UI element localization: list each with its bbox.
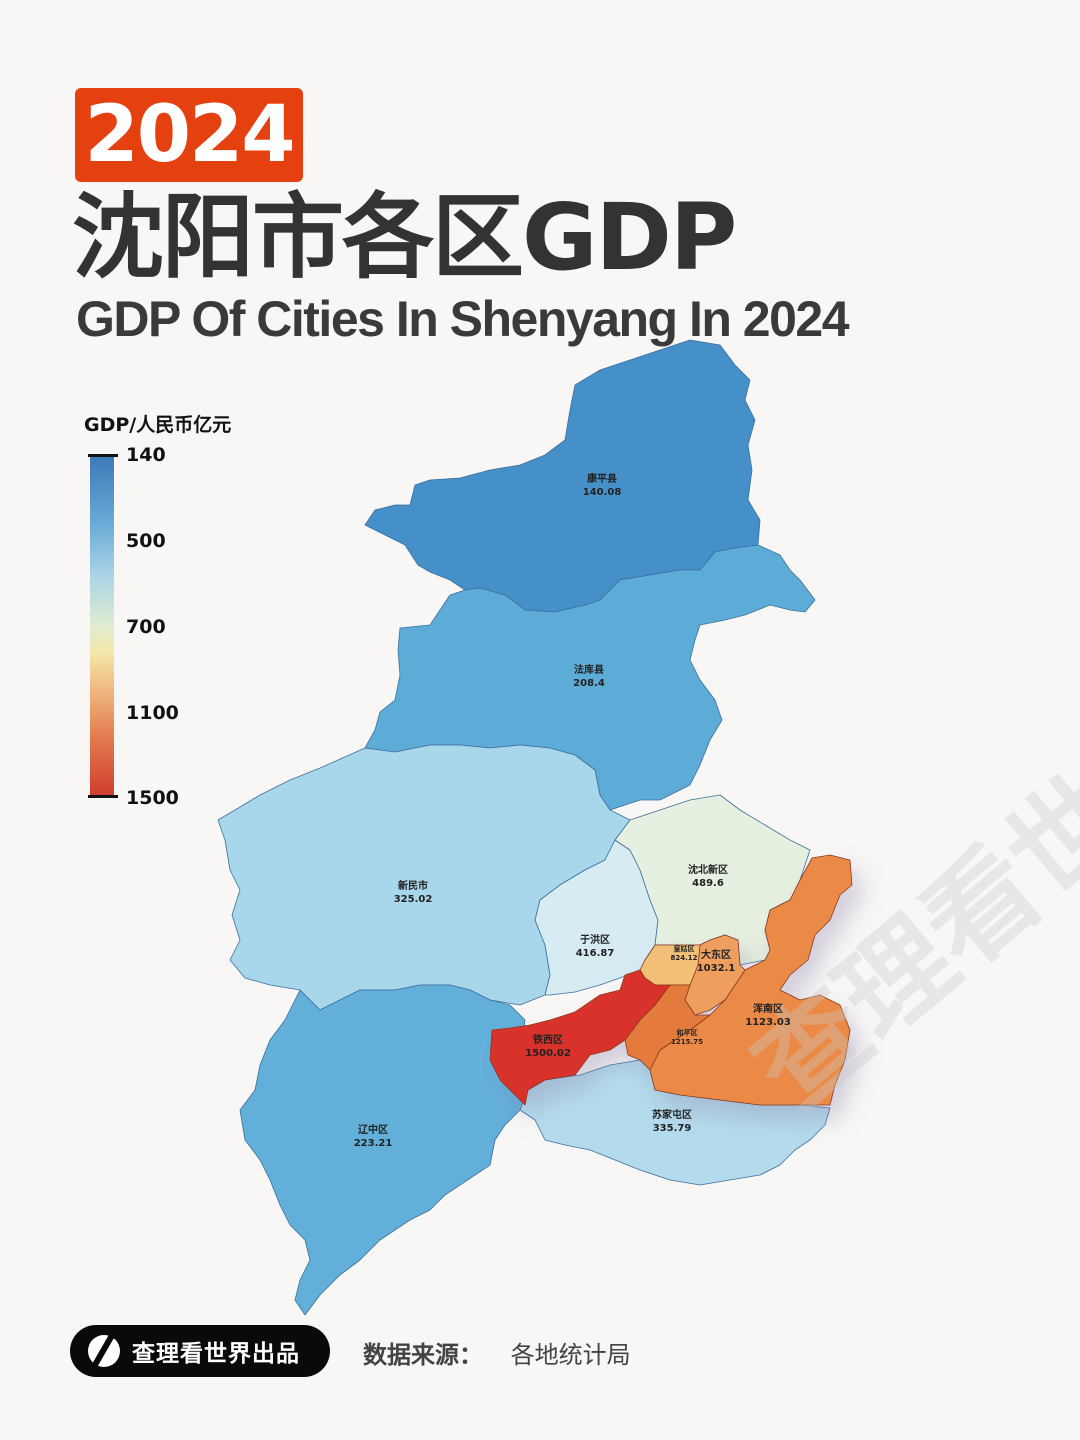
region-value: 416.87 [575, 948, 615, 959]
region-name: 铁西区 [532, 1035, 563, 1046]
region-name: 和平区 [676, 1029, 698, 1037]
region-value: 1032.1 [696, 963, 736, 974]
legend-color-bar [90, 455, 114, 797]
legend-label-1500: 1500 [126, 787, 179, 809]
region-value: 140.08 [582, 487, 622, 498]
year-badge: 2024 [75, 88, 303, 182]
region-liaozhong[interactable] [239, 984, 529, 1316]
legend-tick-bottom [88, 795, 118, 798]
region-name: 沈北新区 [688, 865, 728, 876]
region-name: 浑南区 [752, 1004, 783, 1015]
legend-title: GDP/人民币亿元 [84, 414, 232, 436]
region-value: 208.4 [573, 678, 605, 689]
brand-logo-icon [88, 1335, 120, 1367]
legend-tick-top [88, 454, 118, 457]
legend-label-500: 500 [126, 530, 166, 552]
region-value: 335.79 [652, 1123, 692, 1134]
label-tiexi: 铁西区 1500.02 [525, 1034, 571, 1060]
label-hunnan: 浑南区 1123.03 [745, 1003, 791, 1029]
label-shenbei: 沈北新区 489.6 [688, 864, 728, 890]
region-name: 大东区 [701, 950, 731, 961]
label-huanggu: 皇姑区 824.12 [670, 945, 697, 963]
source-value: 各地统计局 [510, 1341, 631, 1369]
region-name: 皇姑区 [673, 945, 695, 953]
region-name: 于洪区 [580, 935, 610, 946]
region-value: 1500.02 [525, 1048, 571, 1059]
legend-label-1100: 1100 [126, 702, 179, 724]
label-sujiatun: 苏家屯区 335.79 [652, 1109, 692, 1135]
label-yuhong: 于洪区 416.87 [576, 934, 615, 960]
region-value: 489.6 [692, 878, 724, 889]
region-hunnan[interactable] [649, 854, 853, 1106]
region-name: 康平县 [587, 474, 617, 485]
page-subtitle: GDP Of Cities In Shenyang In 2024 [76, 291, 850, 347]
label-dadong: 大东区 1032.1 [697, 949, 736, 975]
source-label: 数据来源： [363, 1341, 483, 1369]
region-value: 1123.03 [745, 1017, 791, 1028]
region-name: 新民市 [398, 881, 428, 892]
region-name: 苏家屯区 [652, 1110, 692, 1121]
data-source: 数据来源： 各地统计局 [363, 1335, 631, 1370]
page-title: 沈阳市各区GDP [72, 184, 737, 291]
label-xinmin: 新民市 325.02 [394, 880, 433, 906]
year-text: 2024 [84, 90, 295, 180]
label-liaozhong: 辽中区 223.21 [354, 1124, 393, 1150]
label-heping: 和平区 1215.75 [671, 1029, 703, 1047]
legend-label-140: 140 [126, 444, 166, 466]
legend-label-700: 700 [126, 616, 166, 638]
region-value: 325.02 [393, 894, 433, 905]
region-name: 法库县 [573, 665, 604, 676]
label-kangping: 康平县 140.08 [583, 473, 622, 499]
region-value: 223.21 [353, 1138, 393, 1149]
brand-text: 查理看世界出品 [132, 1341, 300, 1367]
region-name: 辽中区 [358, 1125, 388, 1136]
label-faku: 法库县 208.4 [573, 664, 605, 690]
brand-badge: 查理看世界出品 [70, 1325, 330, 1377]
region-tiexi[interactable] [489, 969, 671, 1106]
region-value: 1215.75 [671, 1038, 703, 1046]
region-value: 824.12 [670, 954, 698, 962]
